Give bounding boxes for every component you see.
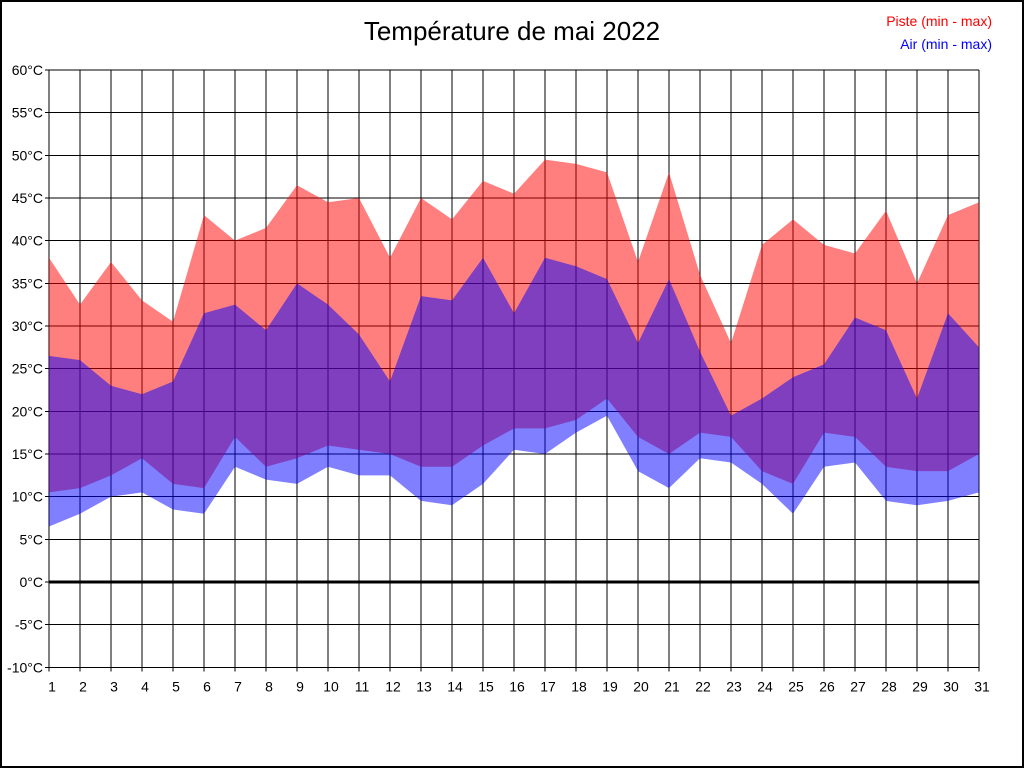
chart-title: Température de mai 2022 [363, 16, 661, 46]
x-tick-label: 7 [234, 678, 242, 694]
y-tick-label: 60°C [12, 62, 43, 78]
x-tick-label: 4 [141, 678, 149, 694]
x-tick-label: 17 [540, 678, 556, 694]
x-tick-label: 27 [850, 678, 866, 694]
x-tick-label: 5 [172, 678, 180, 694]
x-tick-label: 31 [974, 678, 990, 694]
x-tick-label: 12 [385, 678, 401, 694]
x-tick-label: 26 [819, 678, 835, 694]
x-tick-label: 30 [943, 678, 959, 694]
y-tick-label: 40°C [12, 233, 43, 249]
x-tick-label: 1 [48, 678, 56, 694]
x-tick-label: 16 [509, 678, 525, 694]
y-tick-label: -5°C [15, 617, 43, 633]
x-tick-label: 6 [203, 678, 211, 694]
x-tick-label: 25 [788, 678, 804, 694]
legend-piste-label: Piste (min - max) [886, 13, 992, 29]
y-tick-label: 25°C [12, 361, 43, 377]
y-tick-label: 30°C [12, 318, 43, 334]
x-tick-label: 19 [602, 678, 618, 694]
x-tick-label: 10 [323, 678, 339, 694]
x-tick-label: 21 [664, 678, 680, 694]
air-band [49, 257, 979, 527]
x-tick-label: 13 [416, 678, 432, 694]
x-tick-label: 22 [695, 678, 711, 694]
x-tick-label: 2 [79, 678, 87, 694]
x-tick-label: 14 [447, 678, 463, 694]
y-tick-label: -10°C [7, 659, 43, 675]
x-tick-label: 15 [478, 678, 494, 694]
x-tick-label: 9 [296, 678, 304, 694]
x-tick-label: 28 [881, 678, 897, 694]
x-tick-label: 8 [265, 678, 273, 694]
y-tick-label: 20°C [12, 403, 43, 419]
x-tick-label: 18 [571, 678, 587, 694]
legend-air-label: Air (min - max) [900, 36, 992, 52]
y-tick-label: 50°C [12, 147, 43, 163]
x-tick-label: 11 [355, 678, 370, 694]
x-tick-label: 3 [110, 678, 118, 694]
y-tick-label: 35°C [12, 275, 43, 291]
y-tick-label: 0°C [20, 574, 44, 590]
y-tick-label: 10°C [12, 489, 43, 505]
x-tick-label: 29 [912, 678, 928, 694]
y-tick-label: 5°C [20, 531, 44, 547]
legend: Piste (min - max) Air (min - max) [886, 10, 992, 56]
y-tick-label: 55°C [12, 105, 43, 121]
x-tick-label: 20 [633, 678, 649, 694]
x-tick-label: 23 [726, 678, 742, 694]
y-tick-label: 45°C [12, 190, 43, 206]
x-tick-label: 24 [757, 678, 773, 694]
y-tick-label: 15°C [12, 446, 43, 462]
